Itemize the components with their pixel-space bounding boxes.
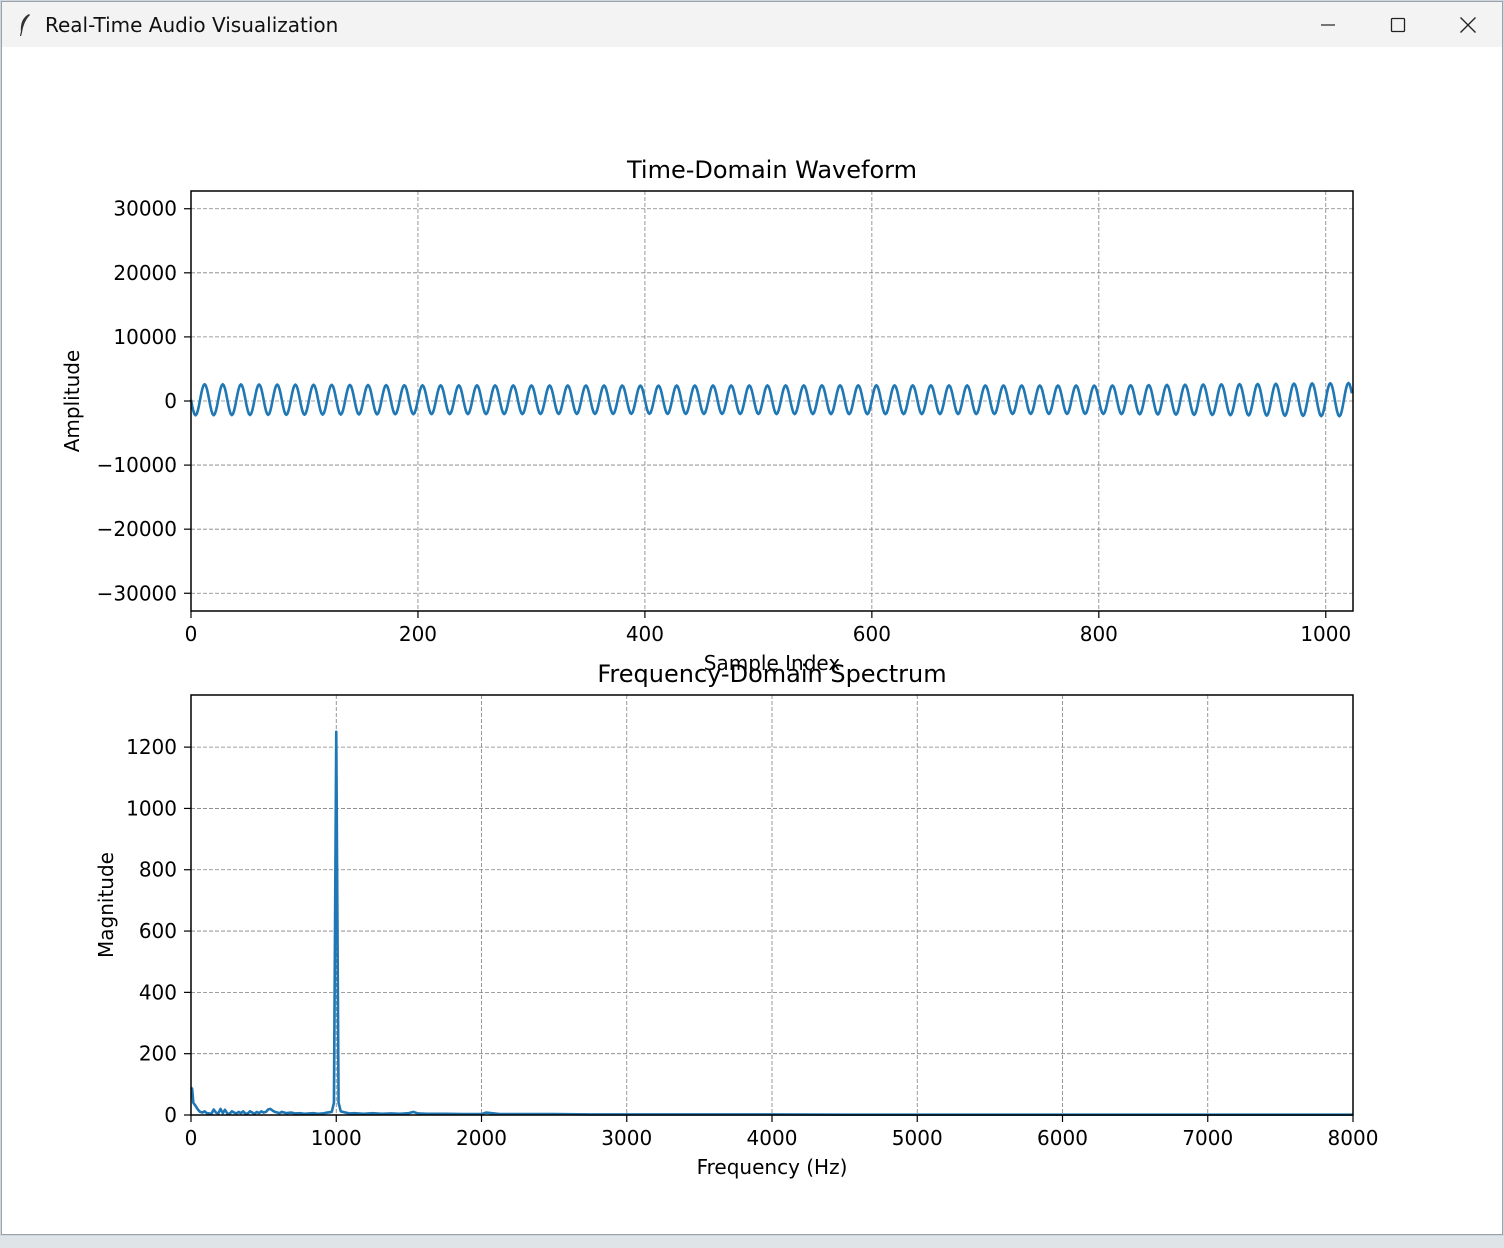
x-tick-label: 400 xyxy=(626,622,664,646)
series-line xyxy=(189,730,1353,1116)
x-tick-label: 200 xyxy=(399,622,437,646)
title-bar[interactable]: Real-Time Audio Visualization xyxy=(2,2,1502,47)
y-tick-label: 30000 xyxy=(113,197,177,221)
y-tick-label: −30000 xyxy=(97,581,177,605)
chart-title: Frequency-Domain Spectrum xyxy=(597,660,946,688)
y-tick-label: 10000 xyxy=(113,325,177,349)
maximize-icon xyxy=(1390,17,1406,33)
x-axis-label: Sample Index xyxy=(704,651,841,675)
series-line xyxy=(189,381,1354,418)
plot-canvas: 0 200 400 600 800 1000 30000 20000 10000 0 −10000−… xyxy=(2,47,1502,1234)
chart-title: Time-Domain Waveform xyxy=(626,156,917,184)
y-axis-label: Amplitude xyxy=(60,350,84,453)
y-tick-label: 800 xyxy=(139,858,177,882)
taskbar-strip xyxy=(0,1236,1504,1248)
x-tick-label: 2000 xyxy=(456,1126,507,1150)
x-tick-label: 600 xyxy=(853,622,891,646)
x-tick-label: 3000 xyxy=(601,1126,652,1150)
y-tick-label: 400 xyxy=(139,980,177,1004)
y-tick-label: 1000 xyxy=(126,796,177,820)
window-title: Real-Time Audio Visualization xyxy=(45,13,339,37)
x-tick-label: 8000 xyxy=(1328,1126,1379,1150)
x-tick-label: 7000 xyxy=(1182,1126,1233,1150)
x-tick-label: 1000 xyxy=(1300,622,1351,646)
minimize-button[interactable] xyxy=(1293,2,1363,47)
close-icon xyxy=(1459,16,1477,34)
maximize-button[interactable] xyxy=(1363,2,1433,47)
x-tick-label: 6000 xyxy=(1037,1126,1088,1150)
y-tick-label: 1200 xyxy=(126,735,177,759)
x-tick-label: 800 xyxy=(1080,622,1118,646)
x-axis-label: Frequency (Hz) xyxy=(697,1155,848,1179)
waveform-chart: 0 200 400 600 800 1000 30000 20000 10000 0 −10000 −… xyxy=(60,156,1354,675)
minimize-icon xyxy=(1320,17,1336,33)
y-tick-label: 0 xyxy=(164,1103,177,1127)
spectrum-chart: 0 1000 2000 3000 4000 5000 6000 7000 8000 0 200 400… xyxy=(94,660,1378,1179)
y-tick-label: 20000 xyxy=(113,261,177,285)
y-tick-label: −10000 xyxy=(97,453,177,477)
y-tick-label: 0 xyxy=(164,389,177,413)
charts-figure: 0 200 400 600 800 10003000020000100000−10000−… xyxy=(60,156,1378,1179)
x-tick-label: 1000 xyxy=(311,1126,362,1150)
x-tick-label: 0 xyxy=(185,1126,198,1150)
x-tick-label: 0 xyxy=(185,622,198,646)
y-tick-label: 600 xyxy=(139,919,177,943)
y-axis-label: Magnitude xyxy=(94,852,118,958)
feather-icon xyxy=(18,13,32,37)
y-tick-label: −20000 xyxy=(97,517,177,541)
y-tick-label: 200 xyxy=(139,1042,177,1066)
x-tick-label: 5000 xyxy=(892,1126,943,1150)
close-button[interactable] xyxy=(1433,2,1503,47)
x-tick-label: 4000 xyxy=(747,1126,798,1150)
